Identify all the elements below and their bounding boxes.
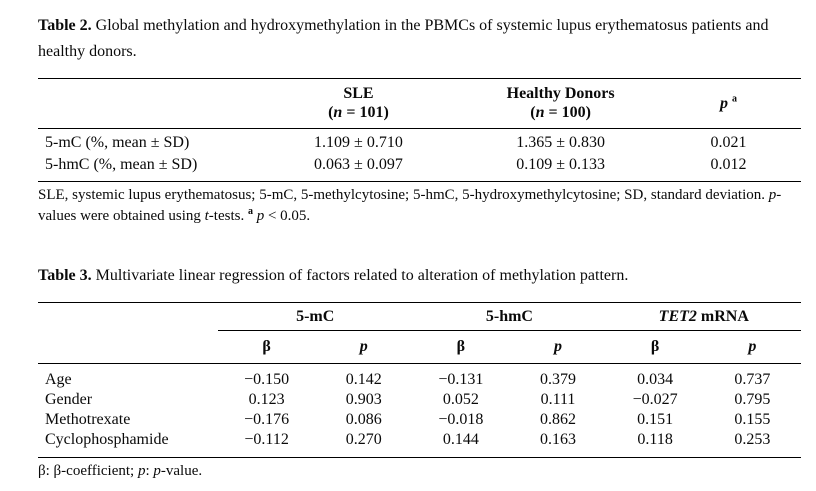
table2-header-sle-name: SLE: [343, 85, 374, 102]
table3-subheader-beta: β: [412, 330, 510, 364]
row-label: Gender: [45, 391, 93, 408]
cell-p: 0.379: [540, 371, 576, 388]
cell-beta: 0.123: [248, 391, 285, 408]
table3-subheader-row: β p β p β p: [38, 330, 801, 364]
table3-footnote: β: β-coefficient; p: p-value.: [38, 463, 203, 479]
table3-caption: Table 3. Multivariate linear regression …: [38, 263, 801, 289]
cell-p: 0.903: [345, 391, 382, 408]
cell-p: 0.155: [734, 411, 771, 428]
row-label: Age: [45, 371, 72, 388]
table-row: Age −0.150 0.142 −0.131 0.379 0.034 0.73…: [38, 364, 801, 391]
cell-beta: −0.150: [244, 371, 290, 388]
footnote-superscript: a: [247, 205, 253, 217]
cell-p: 0.021: [710, 134, 747, 151]
table-row: Methotrexate −0.176 0.086 −0.018 0.862 0…: [38, 410, 801, 430]
cell-beta: 0.118: [637, 431, 673, 448]
cell-p: 0.086: [345, 411, 382, 428]
table3-subheader-beta: β: [606, 330, 704, 364]
table-row: 5-mC (%, mean ± SD) 1.109 ± 0.710 1.365 …: [38, 129, 801, 155]
table-row: 5-hmC (%, mean ± SD) 0.063 ± 0.097 0.109…: [38, 154, 801, 182]
table2-header-pvalue: p a: [656, 78, 801, 129]
cell-p: 0.142: [345, 371, 382, 388]
table3-subheader-p: p: [509, 330, 607, 364]
cell-p: 0.737: [734, 371, 771, 388]
table3-subheader-p: p: [703, 330, 801, 364]
cell-p: 0.253: [734, 431, 771, 448]
table3-caption-label: Table 3.: [38, 267, 92, 284]
cell-beta: 0.034: [637, 371, 674, 388]
cell-healthy: 1.365 ± 0.830: [516, 134, 606, 151]
table2: SLE (n = 101) Healthy Donors (n = 100) p a…: [38, 78, 801, 182]
table-row: Cyclophosphamide −0.112 0.270 0.144 0.16…: [38, 430, 801, 458]
table3-group-header-row: 5-mC 5-hmC TET2 mRNA: [38, 302, 801, 331]
table3-group-5mc: 5-mC: [218, 302, 413, 331]
table3-group-5hmc: 5-hmC: [412, 302, 607, 331]
table2-header-sle-n: (n = 101): [328, 104, 389, 121]
cell-p: 0.163: [540, 431, 576, 448]
table2-header-p-superscript: a: [732, 93, 737, 105]
cell-beta: −0.027: [632, 391, 678, 408]
table-row: Gender 0.123 0.903 0.052 0.111 −0.027 0.…: [38, 390, 801, 410]
cell-p: 0.111: [540, 391, 576, 408]
row-label: 5-hmC (%, mean ± SD): [45, 156, 198, 173]
cell-sle: 1.109 ± 0.710: [314, 134, 403, 151]
cell-healthy: 0.109 ± 0.133: [516, 156, 606, 173]
cell-beta: 0.151: [637, 411, 674, 428]
cell-p: 0.270: [345, 431, 382, 448]
table3-group-tet2: TET2 mRNA: [606, 302, 801, 331]
table3-subheader-empty: [38, 330, 219, 364]
table2-header-hd-n: (n = 100): [530, 104, 591, 121]
table2-header-hd-name: Healthy Donors: [506, 85, 615, 102]
cell-p: 0.012: [710, 156, 747, 173]
table3-subheader-beta: β: [218, 330, 316, 364]
table3-caption-text: Multivariate linear regression of factor…: [95, 267, 629, 284]
cell-beta: 0.144: [442, 431, 479, 448]
table2-header-healthy-donors: Healthy Donors (n = 100): [465, 78, 656, 129]
table2-header-row: SLE (n = 101) Healthy Donors (n = 100) p a: [38, 78, 801, 129]
cell-sle: 0.063 ± 0.097: [314, 156, 403, 173]
table2-header-sle: SLE (n = 101): [251, 78, 466, 129]
row-label: Cyclophosphamide: [45, 431, 169, 448]
cell-p: 0.862: [540, 411, 576, 428]
table2-caption-label: Table 2.: [38, 17, 92, 34]
cell-beta: −0.176: [244, 411, 290, 428]
table2-caption-text: Global methylation and hydroxymethylatio…: [38, 17, 769, 60]
table2-header-empty: [38, 78, 252, 129]
table3-subheader-p: p: [315, 330, 413, 364]
table2-caption: Table 2. Global methylation and hydroxym…: [38, 13, 801, 65]
cell-beta: −0.112: [244, 431, 289, 448]
cell-beta: 0.052: [442, 391, 479, 408]
table2-footnote: SLE, systemic lupus erythematosus; 5-mC,…: [38, 187, 782, 224]
table3-group-empty: [38, 303, 218, 331]
cell-beta: −0.131: [438, 371, 484, 388]
row-label: Methotrexate: [45, 411, 131, 428]
cell-p: 0.795: [734, 391, 771, 408]
row-label: 5-mC (%, mean ± SD): [45, 134, 190, 151]
cell-beta: −0.018: [438, 411, 484, 428]
table3: 5-mC 5-hmC TET2 mRNA β p β p β p Age −0.…: [38, 302, 801, 458]
